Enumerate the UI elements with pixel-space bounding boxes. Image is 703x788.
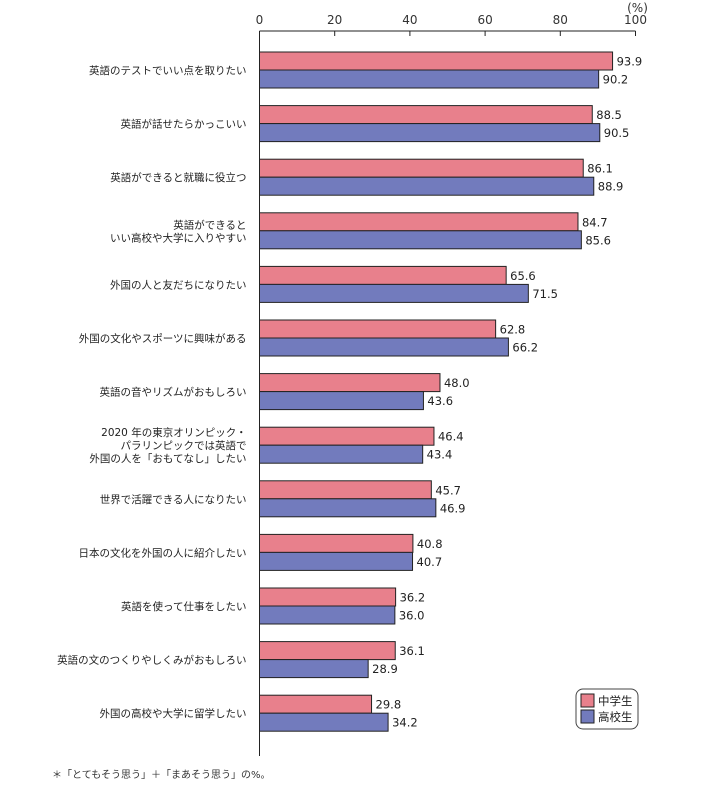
bar-junior bbox=[259, 158, 584, 178]
x-tick-label: 0 bbox=[256, 13, 264, 27]
bar-high bbox=[259, 230, 582, 250]
data-label: 40.7 bbox=[417, 555, 443, 569]
data-label: 86.1 bbox=[587, 162, 613, 176]
category-label: 英語の文のつくりやしくみがおもしろい bbox=[57, 654, 246, 667]
data-label: 84.7 bbox=[582, 215, 608, 229]
bar-high bbox=[259, 283, 529, 303]
bar-junior bbox=[259, 694, 373, 714]
unit-label: (%) bbox=[627, 1, 648, 15]
category-label: 世界で活躍できる人になりたい bbox=[100, 494, 247, 506]
x-tick-label: 100 bbox=[624, 13, 647, 27]
bar-junior bbox=[259, 51, 614, 71]
category-label: 英語ができると就職に役立つ bbox=[110, 171, 246, 184]
x-tick-label: 60 bbox=[477, 13, 492, 27]
category-label: 外国の人と友だちになりたい bbox=[110, 278, 247, 291]
data-label: 85.6 bbox=[585, 233, 611, 247]
category-label: 英語を使って仕事をしたい bbox=[121, 600, 246, 613]
legend-label: 中学生 bbox=[598, 694, 633, 708]
bar-high bbox=[259, 659, 369, 679]
category-label: いい高校や大学に入りやすい bbox=[110, 231, 247, 244]
bar-junior bbox=[259, 319, 497, 339]
data-label: 48.0 bbox=[444, 376, 470, 390]
footnote: ＊「とてもそう思う」＋「まあそう思う」の%。 bbox=[52, 770, 271, 781]
data-label: 28.9 bbox=[372, 662, 398, 676]
data-label: 66.2 bbox=[512, 341, 538, 355]
category-label: 英語が話せたらかっこいい bbox=[121, 118, 247, 131]
bar-junior bbox=[259, 533, 414, 553]
bar-high bbox=[259, 605, 396, 625]
data-label: 93.9 bbox=[617, 55, 643, 69]
bar-junior bbox=[259, 105, 593, 125]
data-label: 36.2 bbox=[400, 591, 426, 605]
data-label: 40.8 bbox=[417, 537, 443, 551]
category-label: 日本の文化を外国の人に紹介したい bbox=[79, 546, 247, 559]
category-label: 英語の音やリズムがおもしろい bbox=[100, 386, 247, 399]
category-label: 2020 年の東京オリンピック・ bbox=[101, 426, 246, 439]
bar-junior bbox=[259, 373, 441, 393]
data-label: 65.6 bbox=[510, 269, 536, 283]
bar-high bbox=[259, 551, 414, 571]
data-label: 62.8 bbox=[500, 323, 526, 337]
bar-high bbox=[259, 444, 424, 464]
data-label: 45.7 bbox=[435, 483, 461, 497]
data-label: 43.6 bbox=[427, 394, 453, 408]
x-tick-label: 40 bbox=[402, 13, 417, 27]
category-label: 英語ができると bbox=[173, 218, 246, 231]
bar-junior bbox=[259, 265, 507, 285]
bar-high bbox=[259, 176, 595, 196]
x-tick-label: 80 bbox=[553, 13, 568, 27]
data-label: 29.8 bbox=[376, 698, 402, 712]
data-label: 34.2 bbox=[392, 716, 418, 730]
data-label: 90.2 bbox=[603, 73, 629, 87]
legend-swatch bbox=[580, 693, 595, 708]
bar-junior bbox=[259, 212, 579, 232]
bar-high bbox=[259, 337, 509, 357]
bar-junior bbox=[259, 641, 396, 661]
bar-junior bbox=[259, 426, 435, 446]
category-label: 外国の文化やスポーツに興味がある bbox=[79, 332, 247, 345]
data-label: 36.0 bbox=[399, 609, 425, 623]
category-label: 外国の高校や大学に留学したい bbox=[100, 707, 247, 720]
bar-junior bbox=[259, 587, 397, 607]
bar-high bbox=[259, 498, 437, 518]
data-label: 46.9 bbox=[440, 501, 466, 515]
bar-high bbox=[259, 69, 600, 89]
data-label: 46.4 bbox=[438, 430, 464, 444]
category-label: 外国の人を「おもてなし」したい bbox=[89, 453, 246, 465]
bar-high bbox=[259, 123, 601, 143]
bar-high bbox=[259, 391, 424, 411]
data-label: 71.5 bbox=[532, 287, 558, 301]
data-label: 43.4 bbox=[427, 448, 453, 462]
data-label: 90.5 bbox=[604, 126, 630, 140]
category-label: パラリンピックでは英語で bbox=[121, 439, 247, 452]
data-label: 36.1 bbox=[399, 644, 425, 658]
legend-label: 高校生 bbox=[598, 710, 633, 724]
category-label: 英語のテストでいい点を取りたい bbox=[89, 64, 247, 77]
x-tick-label: 20 bbox=[327, 13, 342, 27]
bar-high bbox=[259, 712, 389, 732]
bar-junior bbox=[259, 480, 432, 500]
legend-swatch bbox=[580, 709, 595, 724]
data-label: 88.5 bbox=[596, 108, 622, 122]
data-label: 88.9 bbox=[598, 180, 624, 194]
